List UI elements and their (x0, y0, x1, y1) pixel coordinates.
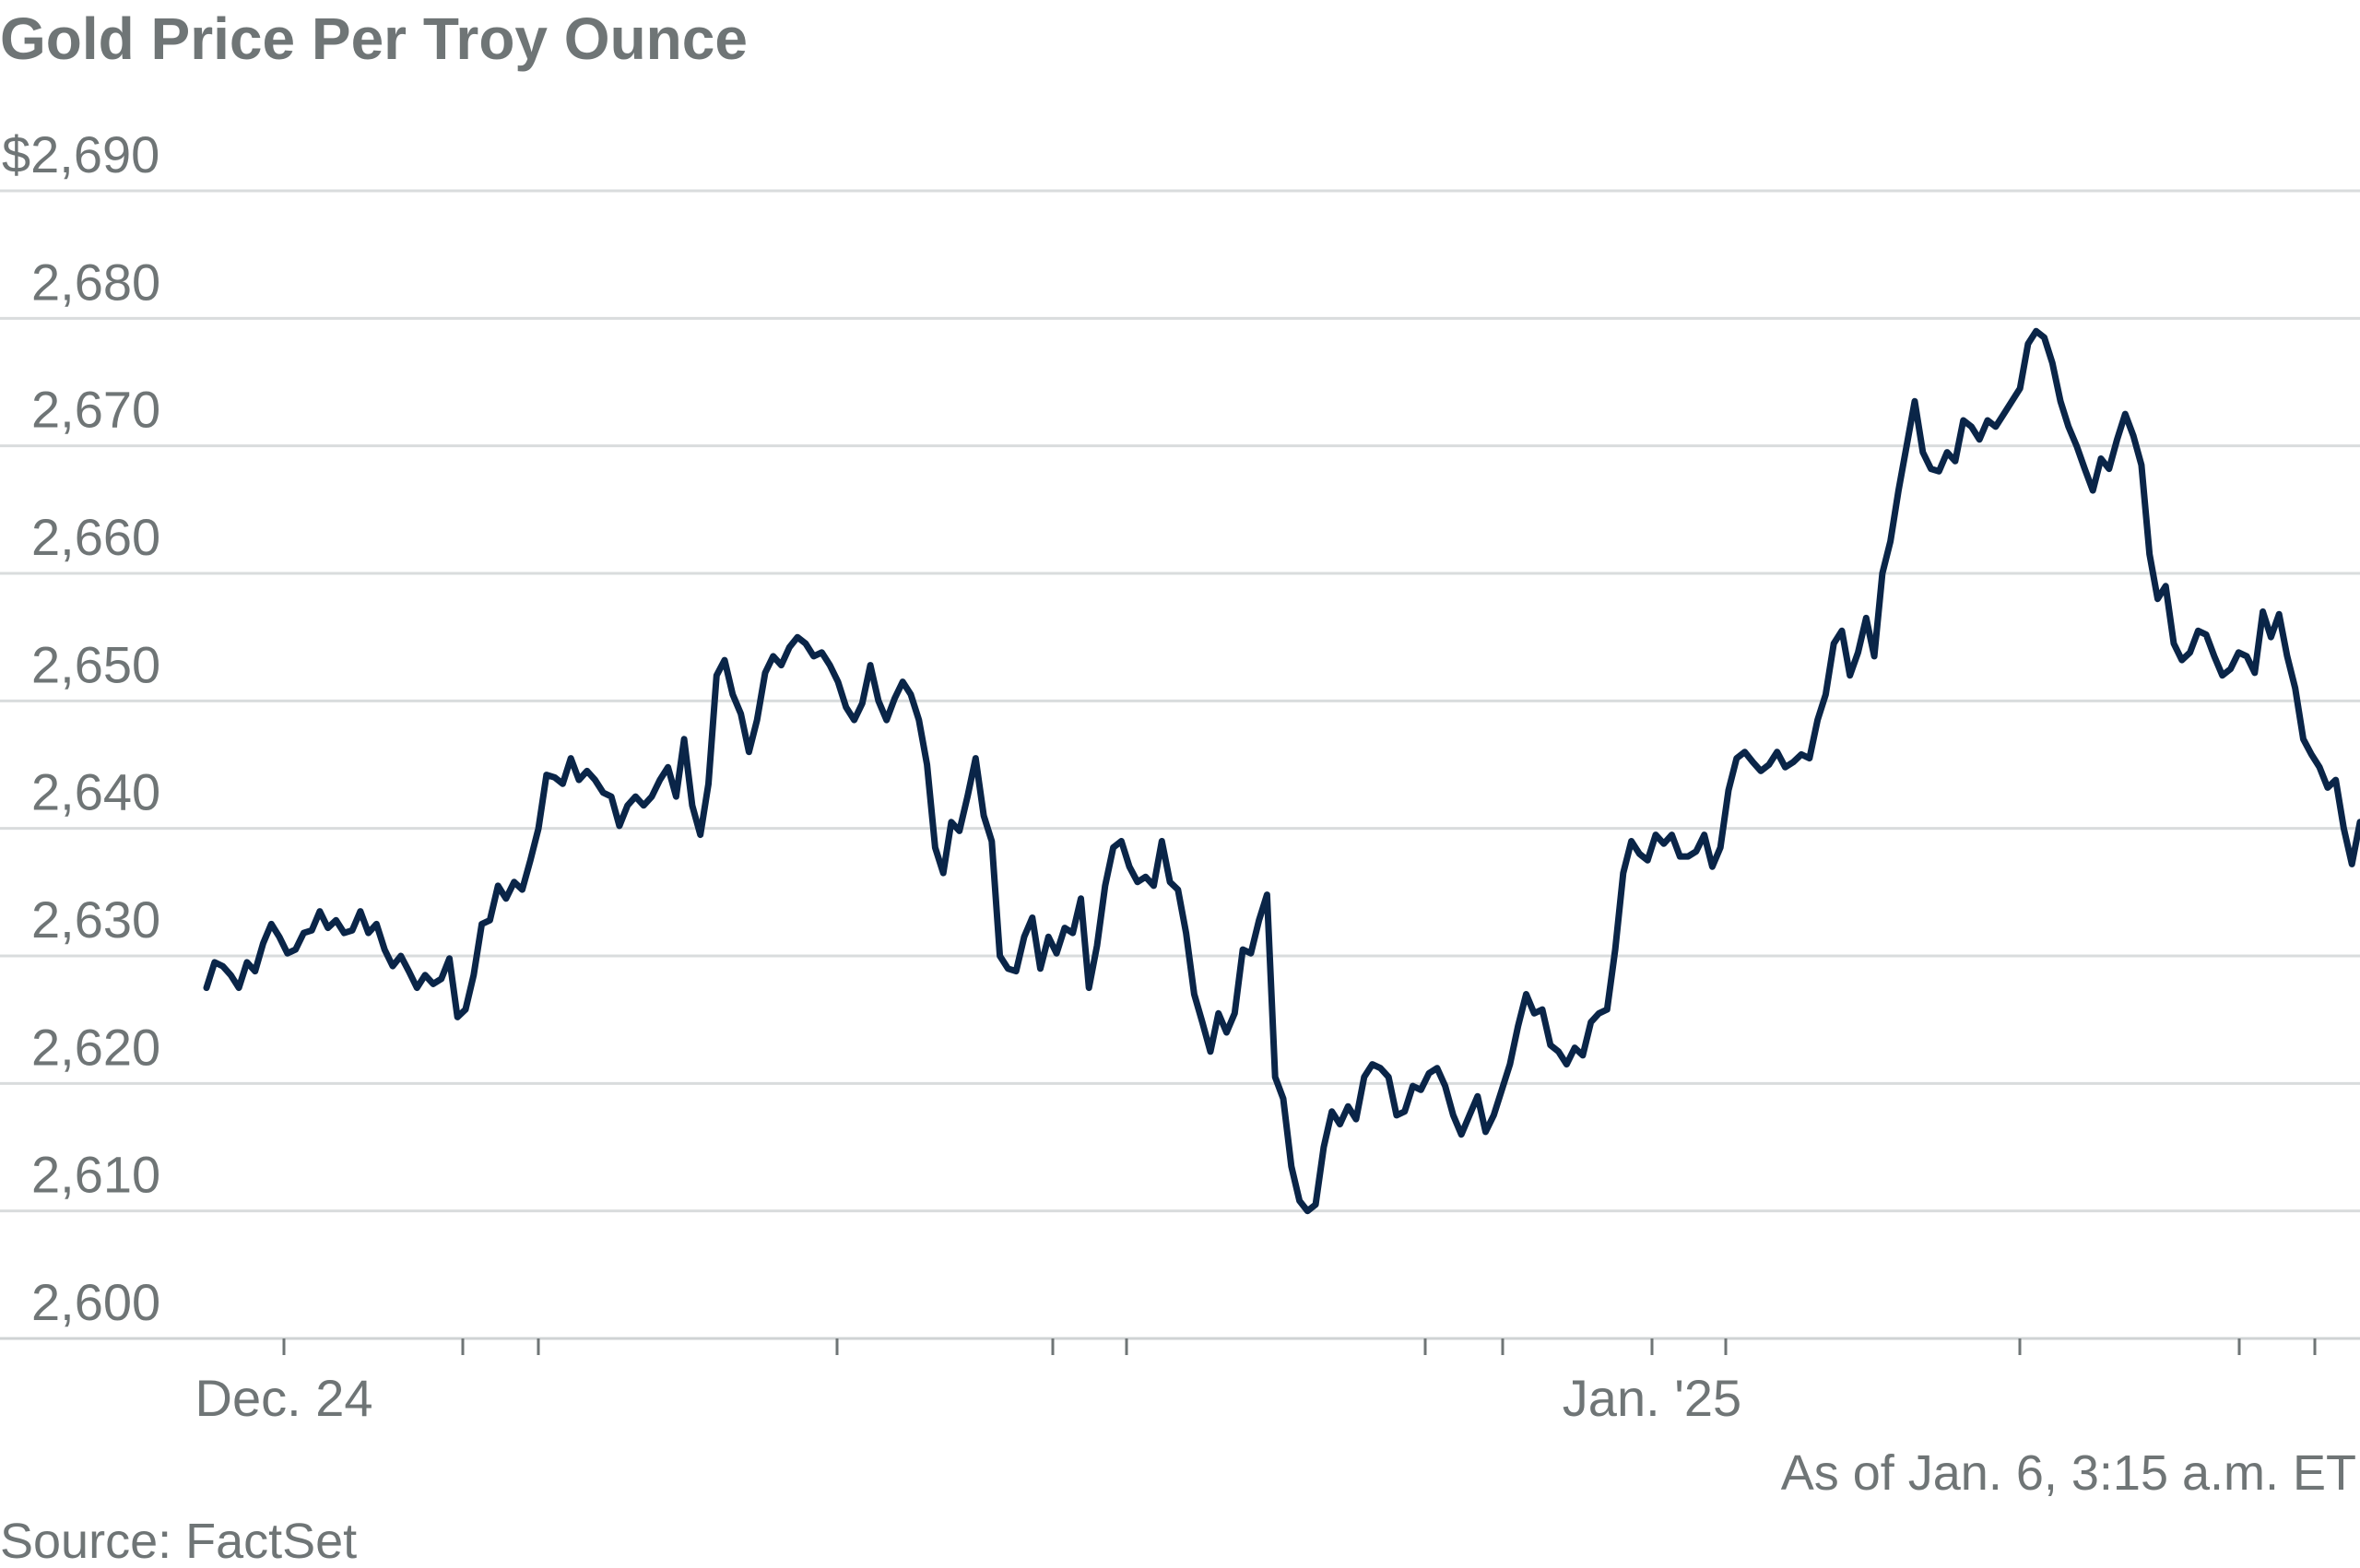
y-tick-label: 2,670 (31, 381, 160, 439)
y-tick-label: 2,680 (31, 253, 160, 311)
as-of-note: As of Jan. 6, 3:15 a.m. ET (1781, 1445, 2356, 1501)
x-tick-label: Dec. 24 (195, 1369, 373, 1427)
x-tick-label: Jan. '25 (1563, 1369, 1741, 1427)
y-axis-labels: $2,690 2,680 2,670 2,660 2,650 2,640 2,630 2,62… (2, 125, 160, 1331)
gridlines (0, 189, 2360, 1213)
y-tick-label: 2,620 (31, 1018, 160, 1076)
y-tick-label: 2,600 (31, 1273, 160, 1331)
y-tick-label: 2,640 (31, 763, 160, 821)
chart-title: Gold Price Per Troy Ounce (0, 6, 748, 72)
y-tick-label: $2,690 (2, 125, 159, 183)
y-tick-label: 2,610 (31, 1146, 160, 1204)
y-tick-label: 2,630 (31, 890, 160, 949)
x-axis-ticks (282, 1338, 2317, 1355)
y-tick-label: 2,650 (31, 635, 160, 693)
source-note: Source: FactSet (0, 1514, 357, 1568)
gold-price-line (203, 327, 2360, 1215)
y-tick-label: 2,660 (31, 508, 160, 566)
x-axis-labels: Dec. 24 Jan. '25 (195, 1369, 1742, 1427)
